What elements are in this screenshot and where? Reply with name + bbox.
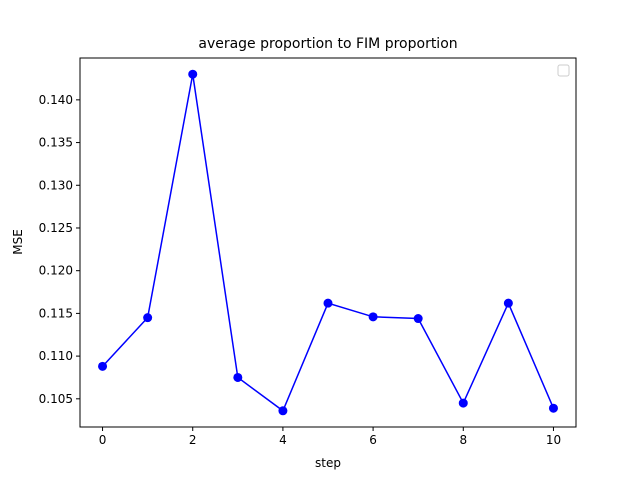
- y-tick-label: 0.105: [39, 392, 73, 406]
- x-tick-label: 8: [459, 433, 467, 447]
- y-axis-label: MSE: [11, 229, 25, 255]
- y-tick-label: 0.140: [39, 93, 73, 107]
- x-axis-ticks: 0 2 4 6 8 10: [99, 427, 561, 447]
- x-tick-label: 4: [279, 433, 287, 447]
- data-point: [323, 298, 333, 308]
- data-point: [503, 298, 513, 308]
- y-tick-label: 0.130: [39, 178, 73, 192]
- data-point: [548, 403, 558, 413]
- series-group: [98, 69, 558, 416]
- data-point: [458, 398, 468, 408]
- x-tick-label: 10: [546, 433, 561, 447]
- y-tick-label: 0.120: [39, 264, 73, 278]
- y-axis-ticks: 0.105 0.110 0.115 0.120 0.125 0.130 0.135 0.140: [39, 93, 80, 406]
- data-point: [233, 372, 243, 382]
- data-point: [98, 361, 108, 371]
- legend-box: [557, 64, 570, 77]
- x-tick-label: 2: [189, 433, 197, 447]
- data-point: [413, 314, 423, 324]
- plot-area: [80, 58, 576, 427]
- y-tick-label: 0.125: [39, 221, 73, 235]
- plot-frame: [79, 57, 577, 428]
- chart-title: average proportion to FIM proportion: [198, 36, 457, 52]
- x-axis-label: step: [315, 456, 341, 470]
- y-tick-label: 0.110: [39, 349, 73, 363]
- y-tick-label: 0.135: [39, 136, 73, 150]
- data-point: [143, 313, 153, 323]
- x-tick-label: 0: [99, 433, 107, 447]
- data-point: [278, 406, 288, 416]
- data-point: [188, 69, 198, 79]
- x-tick-label: 6: [369, 433, 377, 447]
- data-point: [368, 312, 378, 322]
- y-tick-label: 0.115: [39, 306, 73, 320]
